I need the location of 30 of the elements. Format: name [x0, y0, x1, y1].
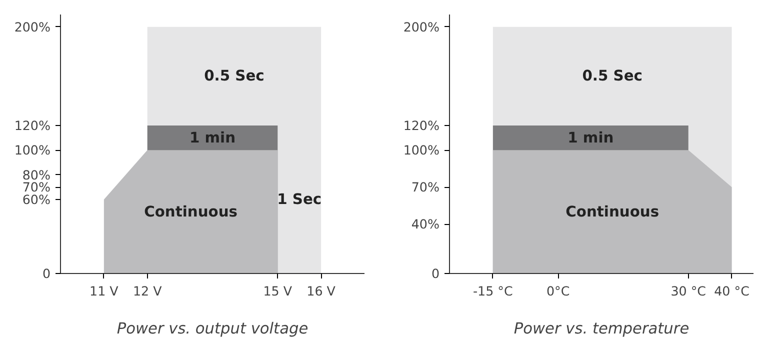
y-tick-label: 0: [42, 266, 51, 281]
annotation: 1 Sec: [277, 191, 322, 208]
y-tick-label: 100%: [403, 142, 440, 158]
x-tick-label: -15 °C: [473, 284, 514, 298]
x-axis-title: Power vs. temperature: [514, 320, 690, 338]
x-tick-label: 15 V: [263, 284, 292, 298]
series-label: 0.5 Sec: [582, 68, 642, 85]
x-tick-label: 16 V: [306, 284, 336, 298]
y-tick-label: 0: [431, 266, 440, 281]
series-label: 0.5 Sec: [204, 68, 264, 85]
y-tick-label: 100%: [14, 142, 51, 158]
y-tick-label: 200%: [14, 19, 51, 34]
series-label: Continuous: [566, 203, 660, 220]
y-tick-label: 120%: [403, 118, 440, 133]
x-tick-label: 0°C: [546, 284, 570, 298]
x-tick-label: 11 V: [90, 284, 119, 298]
x-tick-label: 40 °C: [714, 284, 750, 298]
x-tick-label: 30 °C: [670, 284, 706, 298]
y-tick-label: 80%: [22, 167, 51, 182]
y-tick-label: 200%: [403, 19, 440, 34]
series-label: Continuous: [144, 203, 238, 220]
y-tick-label: 70%: [411, 180, 440, 195]
series-label: 1 min: [189, 129, 236, 146]
y-tick-label: 60%: [22, 192, 51, 207]
series-label: 1 min: [568, 129, 614, 146]
x-axis-title: Power vs. output voltage: [116, 320, 308, 338]
x-tick-label: 12 V: [132, 284, 162, 298]
y-tick-label: 70%: [22, 180, 51, 195]
y-tick-label: 120%: [14, 118, 51, 133]
y-tick-label: 40%: [411, 216, 440, 232]
